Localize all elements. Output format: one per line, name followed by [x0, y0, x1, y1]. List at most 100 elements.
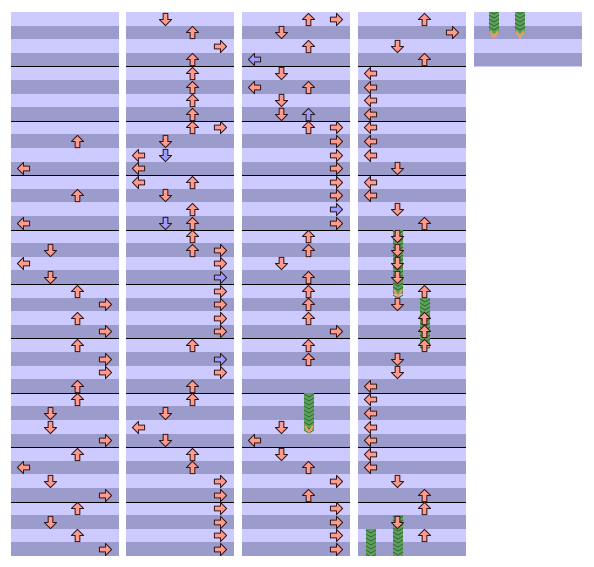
arrow-up-icon	[301, 460, 316, 475]
hold-note	[488, 12, 500, 39]
arrow-right-icon	[98, 324, 113, 339]
row-band	[474, 39, 582, 54]
arrow-left-icon	[363, 447, 378, 462]
measure-line	[242, 502, 350, 503]
arrow-up-icon	[417, 324, 432, 339]
row-band	[126, 324, 234, 339]
row-band	[11, 270, 119, 285]
arrow-up-icon	[301, 229, 316, 244]
row-band	[11, 528, 119, 543]
arrow-up-icon	[185, 216, 200, 231]
arrow-left-icon	[363, 120, 378, 135]
row-band	[126, 460, 234, 475]
row-band	[242, 338, 350, 353]
row-band	[11, 202, 119, 217]
row-band	[242, 93, 350, 108]
row-band	[126, 379, 234, 394]
measure-line	[11, 393, 119, 394]
arrow-down-icon	[390, 256, 405, 271]
row-band	[126, 365, 234, 380]
row-band	[126, 66, 234, 81]
row-band	[242, 243, 350, 258]
row-band	[11, 460, 119, 475]
row-band	[11, 488, 119, 503]
row-band	[358, 134, 466, 149]
arrow-up-icon	[185, 80, 200, 95]
arrow-up-icon	[301, 270, 316, 285]
arrow-up-icon	[70, 134, 85, 149]
row-band	[126, 515, 234, 530]
mini-column	[474, 12, 582, 67]
arrow-down-icon	[390, 474, 405, 489]
row-band	[358, 52, 466, 67]
arrow-up-icon	[185, 379, 200, 394]
row-band	[242, 447, 350, 462]
arrow-right-icon	[329, 12, 344, 27]
arrow-down-icon	[390, 352, 405, 367]
column-4	[358, 12, 466, 556]
arrow-down-icon	[43, 474, 58, 489]
row-band	[126, 501, 234, 516]
row-band	[126, 52, 234, 67]
row-band	[358, 148, 466, 163]
row-band	[126, 229, 234, 244]
arrow-up-icon	[417, 216, 432, 231]
arrow-down-icon	[390, 202, 405, 217]
arrow-down-icon	[274, 256, 289, 271]
row-band	[11, 66, 119, 81]
arrow-right-icon	[329, 324, 344, 339]
hold-note	[514, 12, 526, 39]
arrow-up-icon	[185, 66, 200, 81]
arrow-left-icon	[363, 66, 378, 81]
arrow-right-icon	[329, 528, 344, 543]
arrow-down-icon	[43, 270, 58, 285]
row-band	[11, 107, 119, 122]
measure-line	[358, 338, 466, 339]
measure-line	[11, 447, 119, 448]
row-band	[11, 175, 119, 190]
arrow-up-icon	[70, 188, 85, 203]
measure-line	[242, 230, 350, 231]
row-band	[126, 528, 234, 543]
measure-line	[11, 230, 119, 231]
arrow-right-icon	[213, 256, 228, 271]
arrow-right-icon	[213, 515, 228, 530]
row-band	[242, 66, 350, 81]
arrow-up-icon	[301, 488, 316, 503]
row-band	[242, 528, 350, 543]
row-band	[242, 270, 350, 285]
measure-line	[358, 447, 466, 448]
measure-line	[11, 121, 119, 122]
row-band	[358, 93, 466, 108]
row-band	[242, 474, 350, 489]
measure-line	[242, 447, 350, 448]
row-band	[126, 433, 234, 448]
row-band	[11, 148, 119, 163]
row-band	[126, 12, 234, 27]
arrow-down-icon	[43, 406, 58, 421]
row-band	[242, 25, 350, 40]
row-band	[126, 25, 234, 40]
row-band	[11, 406, 119, 421]
column-3	[242, 12, 350, 556]
row-band	[11, 324, 119, 339]
row-band	[242, 352, 350, 367]
measure-line	[358, 393, 466, 394]
row-band	[242, 501, 350, 516]
row-band	[358, 107, 466, 122]
arrow-left-icon	[363, 433, 378, 448]
measure-line	[126, 393, 234, 394]
row-band	[358, 406, 466, 421]
row-band	[126, 488, 234, 503]
arrow-down-icon	[390, 365, 405, 380]
arrow-up-icon	[301, 243, 316, 258]
arrow-down-icon	[158, 216, 173, 231]
row-band	[358, 202, 466, 217]
arrow-up-icon	[70, 338, 85, 353]
row-band	[11, 392, 119, 407]
arrow-up-icon	[185, 243, 200, 258]
row-band	[242, 542, 350, 556]
arrow-up-icon	[417, 501, 432, 516]
arrow-right-icon	[329, 556, 344, 557]
arrow-up-icon	[185, 460, 200, 475]
